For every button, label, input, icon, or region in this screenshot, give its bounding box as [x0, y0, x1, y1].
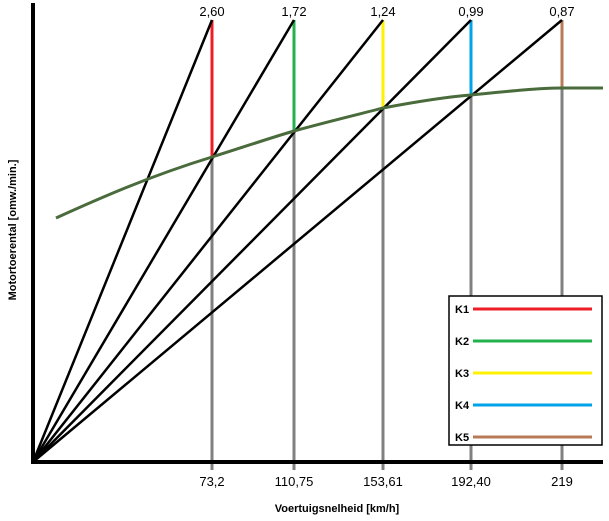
x-axis-title: Voertuigsnelheid [km/h]	[275, 503, 400, 515]
legend-label: K2	[455, 336, 469, 348]
speed-label: 192,40	[451, 474, 491, 489]
legend-label: K5	[455, 432, 469, 444]
y-axis-title: Motortoerental [omw./min.]	[7, 159, 19, 300]
speed-label: 153,61	[363, 474, 403, 489]
legend-label: K3	[455, 368, 469, 380]
ratio-label: 0,87	[549, 4, 574, 19]
engine-speed-curve	[55, 86, 603, 220]
legend: K1 K2 K3 K4 K5	[448, 295, 603, 446]
speed-label: 219	[551, 474, 573, 489]
ratio-label: 2,60	[199, 4, 224, 19]
ratio-ray-k3	[32, 19, 384, 463]
ratio-ray-k4	[32, 19, 472, 463]
legend-label: K1	[455, 304, 469, 316]
ratio-ray-k2	[31, 19, 296, 463]
ratio-label: 1,72	[281, 4, 306, 19]
speed-label: 73,2	[199, 474, 224, 489]
speed-label: 110,75	[275, 474, 314, 489]
legend-label: K4	[455, 400, 470, 412]
ratio-label: 0,99	[458, 4, 483, 19]
ratio-ray-k1	[31, 19, 214, 463]
ratio-label: 1,24	[370, 4, 395, 19]
